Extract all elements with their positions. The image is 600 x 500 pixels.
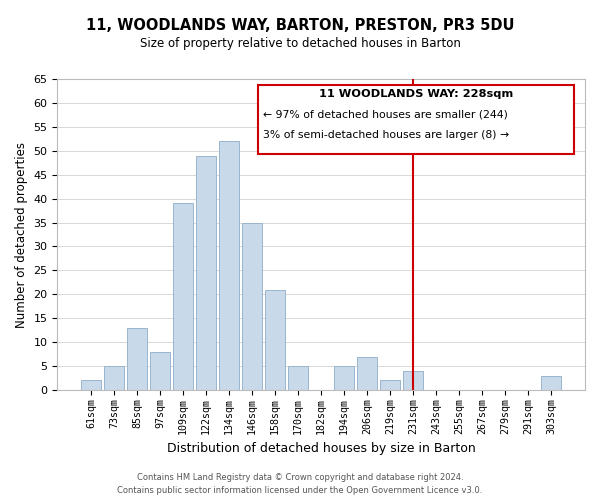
- Bar: [265, 290, 285, 390]
- Bar: [104, 366, 124, 390]
- Bar: [334, 366, 354, 390]
- Bar: [173, 204, 193, 390]
- X-axis label: Distribution of detached houses by size in Barton: Distribution of detached houses by size …: [167, 442, 476, 455]
- Bar: [289, 366, 308, 390]
- Bar: [358, 356, 377, 390]
- Text: Size of property relative to detached houses in Barton: Size of property relative to detached ho…: [140, 38, 460, 51]
- Bar: [127, 328, 147, 390]
- Bar: [151, 352, 170, 390]
- Y-axis label: Number of detached properties: Number of detached properties: [15, 142, 28, 328]
- Bar: [242, 222, 262, 390]
- Bar: [403, 371, 423, 390]
- Text: 11, WOODLANDS WAY, BARTON, PRESTON, PR3 5DU: 11, WOODLANDS WAY, BARTON, PRESTON, PR3 …: [86, 18, 514, 32]
- Text: 3% of semi-detached houses are larger (8) →: 3% of semi-detached houses are larger (8…: [263, 130, 509, 140]
- Bar: [196, 156, 216, 390]
- Bar: [220, 141, 239, 390]
- Text: Contains HM Land Registry data © Crown copyright and database right 2024.
Contai: Contains HM Land Registry data © Crown c…: [118, 474, 482, 495]
- Bar: [82, 380, 101, 390]
- Bar: [541, 376, 561, 390]
- Text: ← 97% of detached houses are smaller (244): ← 97% of detached houses are smaller (24…: [263, 110, 508, 120]
- Bar: [380, 380, 400, 390]
- Text: 11 WOODLANDS WAY: 228sqm: 11 WOODLANDS WAY: 228sqm: [319, 89, 513, 99]
